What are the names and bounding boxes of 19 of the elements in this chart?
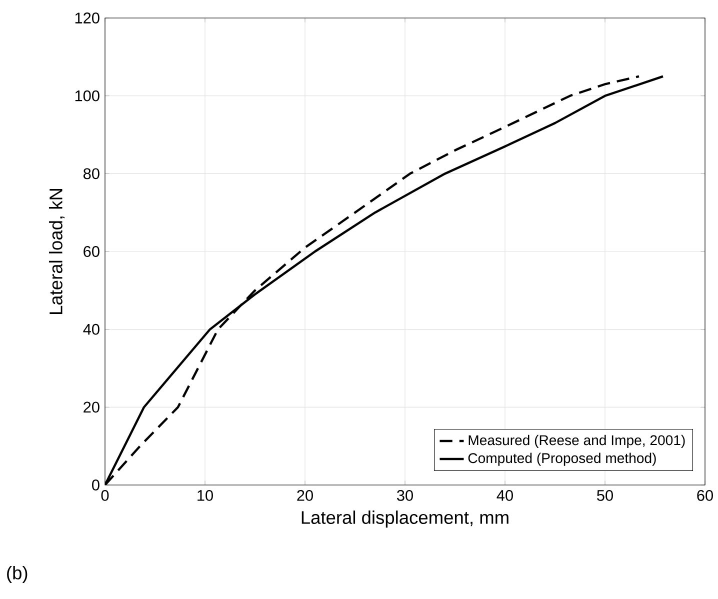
- x-tick-label: 30: [396, 490, 413, 501]
- y-axis-title: Lateral load, kN: [48, 189, 65, 314]
- x-tick-label: 20: [297, 490, 313, 501]
- legend-label: Computed (Proposed method): [468, 452, 656, 466]
- x-tick-label: 0: [101, 490, 109, 501]
- x-axis-title: Lateral displacement, mm: [302, 510, 508, 528]
- legend-label: Measured (Reese and Impe, 2001): [468, 434, 685, 448]
- x-tick-label: 10: [198, 490, 213, 501]
- y-tick-label: 100: [75, 90, 100, 102]
- y-tick-label: 60: [84, 246, 100, 257]
- y-tick-label: 0: [92, 480, 100, 490]
- x-tick-label: 50: [597, 490, 613, 501]
- y-tick-label: 40: [83, 324, 100, 335]
- x-tick-label: 40: [496, 490, 513, 501]
- text: (b): [7, 566, 28, 584]
- y-tick-label: 80: [83, 168, 100, 180]
- y-tick-label: 120: [75, 12, 100, 24]
- y-tick-label: 20: [84, 402, 100, 413]
- x-tick-label: 60: [697, 490, 713, 501]
